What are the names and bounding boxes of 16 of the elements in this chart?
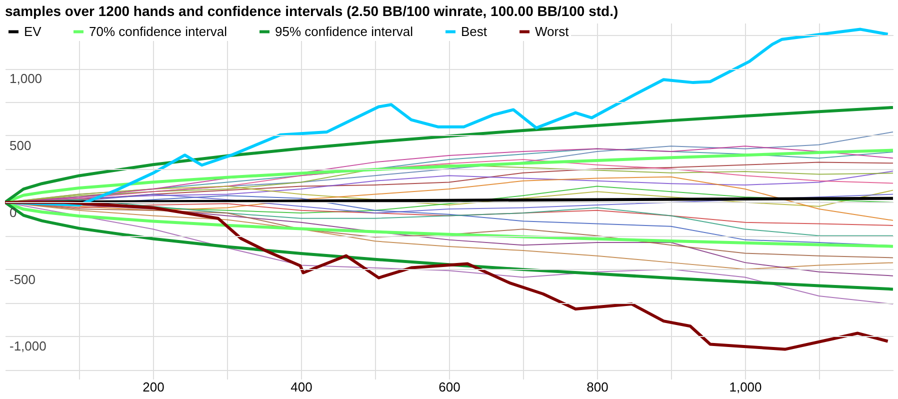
y-tick-label: 1,000 [10, 71, 42, 86]
legend-label: EV [24, 24, 42, 39]
x-tick-label: 400 [290, 380, 312, 394]
legend-label: Worst [535, 24, 570, 39]
chart-title: samples over 1200 hands and confidence intervals (2.50 BB/100 winrate, 100.00 BB/100 std.) [5, 3, 618, 19]
y-tick-label: 500 [10, 138, 32, 153]
y-tick-label: -500 [10, 272, 36, 287]
y-tick-label: -1,000 [10, 338, 46, 354]
legend-label: Best [461, 24, 488, 39]
x-tick-label: 800 [586, 380, 608, 394]
y-tick-label: 0 [10, 204, 17, 220]
legend-label: 95% confidence interval [275, 24, 414, 39]
x-tick-label: 1,000 [729, 380, 762, 394]
x-tick-label: 600 [438, 380, 460, 394]
legend-label: 70% confidence interval [89, 24, 228, 39]
x-tick-label: 200 [142, 380, 164, 394]
